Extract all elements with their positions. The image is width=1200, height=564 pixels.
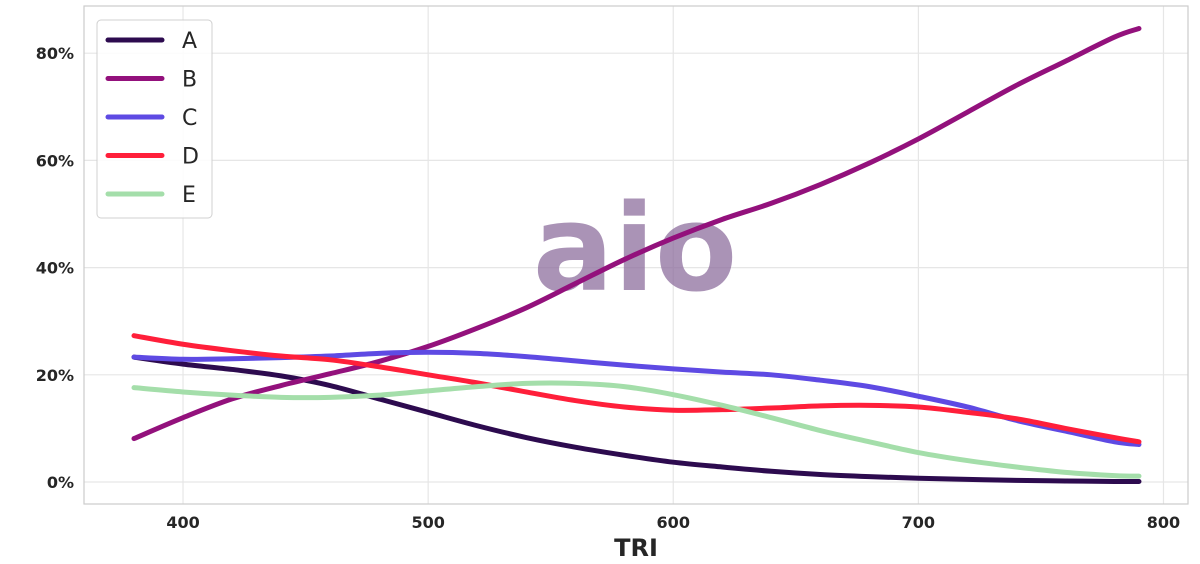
series-line-e	[131, 380, 1142, 479]
series-line-b	[131, 26, 1142, 442]
aio-watermark-logo: aio	[533, 180, 738, 319]
y-tick-label: 0%	[47, 473, 74, 492]
y-tick-label: 20%	[36, 366, 74, 385]
x-tick-label: 400	[166, 513, 199, 532]
legend-label: E	[182, 183, 196, 208]
y-axis-ticks: 0% 20% 40% 60% 80%	[36, 44, 74, 492]
x-tick-label: 600	[657, 513, 690, 532]
x-tick-label: 700	[902, 513, 935, 532]
legend-label: A	[182, 29, 197, 54]
series-lines	[131, 26, 1142, 485]
x-axis-ticks: 400 500 600 700 800	[166, 513, 1180, 532]
legend-label: B	[182, 68, 197, 93]
y-tick-label: 60%	[36, 151, 74, 170]
y-tick-label: 80%	[36, 44, 74, 63]
legend-label: C	[182, 106, 197, 131]
x-axis-label: TRI	[614, 534, 658, 560]
series-line-d	[131, 333, 1142, 445]
svg-text:aio: aio	[533, 180, 738, 319]
x-tick-label: 500	[411, 513, 444, 532]
legend-label: D	[182, 145, 199, 170]
y-tick-label: 40%	[36, 259, 74, 278]
plot-frame	[83, 5, 1189, 505]
x-tick-label: 800	[1147, 513, 1180, 532]
